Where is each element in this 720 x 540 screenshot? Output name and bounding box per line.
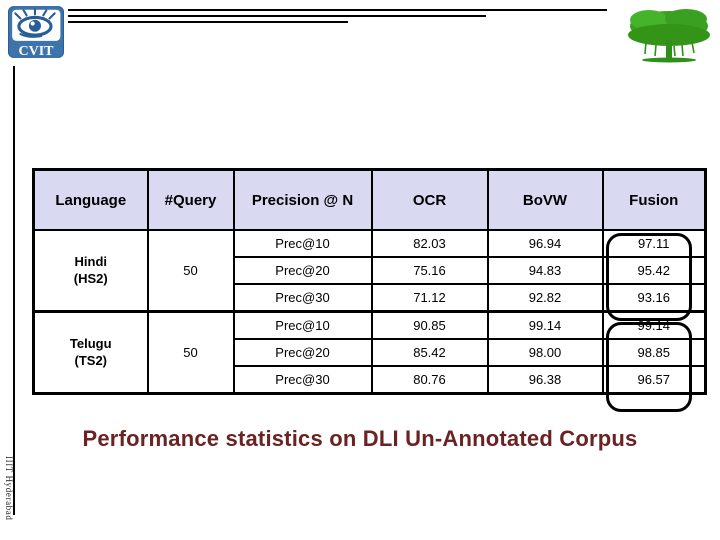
metric-cell: Prec@10 <box>232 229 373 258</box>
ocr-value-cell: 75.16 <box>370 256 489 285</box>
bovw-value-cell: 98.00 <box>486 338 604 367</box>
query-count-cell: 50 <box>146 229 235 313</box>
cvit-logo-text: CVIT <box>18 44 54 58</box>
language-cell-telugu: Telugu (TS2) <box>32 310 149 395</box>
left-border-rule <box>13 66 15 515</box>
table-row: Prec@30 71.12 92.82 93.16 <box>34 283 707 313</box>
table-row: Hindi (HS2) 50 Prec@10 82.03 96.94 97.11 <box>32 229 707 313</box>
query-count-cell: 50 <box>146 310 235 395</box>
ocr-value-cell: 80.76 <box>370 365 489 395</box>
table-row: Prec@30 80.76 96.38 96.57 <box>34 365 707 395</box>
fusion-value-cell: 93.16 <box>601 283 707 313</box>
slide-caption: Performance statistics on DLI Un-Annotat… <box>82 426 638 451</box>
ocr-value-cell: 85.42 <box>370 338 489 367</box>
header-rule-long <box>68 9 607 11</box>
language-code: (HS2) <box>73 270 108 286</box>
bovw-value-cell: 99.14 <box>486 310 604 340</box>
fusion-value-cell: 99.14 <box>601 310 707 340</box>
fusion-value-cell: 96.57 <box>601 365 707 395</box>
column-header-language: Language <box>32 168 149 231</box>
column-header-ocr: OCR <box>370 168 489 231</box>
header-row: Language #Query Precision @ N OCR BoVW F… <box>32 168 707 231</box>
iiit-hyderabad-vertical-label: IIIT Hyderabad <box>4 456 14 521</box>
cvit-logo-icon: CVIT <box>8 6 64 58</box>
ocr-value-cell: 82.03 <box>370 229 489 258</box>
metric-cell: Prec@10 <box>232 310 373 340</box>
ocr-value-cell: 71.12 <box>370 283 489 313</box>
bovw-value-cell: 92.82 <box>486 283 604 313</box>
header-rule-medium <box>68 15 486 17</box>
language-cell-hindi: Hindi (HS2) <box>32 229 149 313</box>
ocr-value-cell: 90.85 <box>370 310 489 340</box>
column-header-precision: Precision @ N <box>232 168 373 231</box>
fusion-value-cell: 98.85 <box>601 338 707 367</box>
bovw-value-cell: 94.83 <box>486 256 604 285</box>
table-row: Telugu (TS2) 50 Prec@10 90.85 99.14 99.1… <box>32 310 707 395</box>
header-rule-short <box>68 21 348 23</box>
bovw-value-cell: 96.38 <box>486 365 604 395</box>
metric-cell: Prec@30 <box>232 283 373 313</box>
bovw-value-cell: 96.94 <box>486 229 604 258</box>
language-code: (TS2) <box>74 352 108 368</box>
column-header-query: #Query <box>146 168 235 231</box>
performance-table: Language #Query Precision @ N OCR BoVW F… <box>32 168 707 395</box>
iiit-tree-logo-icon <box>628 9 710 63</box>
column-header-bovw: BoVW <box>486 168 604 231</box>
metric-cell: Prec@20 <box>232 338 373 367</box>
fusion-value-cell: 97.11 <box>601 229 707 258</box>
column-header-fusion: Fusion <box>601 168 707 231</box>
language-name: Hindi <box>74 253 108 269</box>
metric-cell: Prec@20 <box>232 256 373 285</box>
metric-cell: Prec@30 <box>232 365 373 395</box>
performance-table-wrap: Language #Query Precision @ N OCR BoVW F… <box>32 168 707 412</box>
language-name: Telugu <box>69 335 112 351</box>
fusion-value-cell: 95.42 <box>601 256 707 285</box>
